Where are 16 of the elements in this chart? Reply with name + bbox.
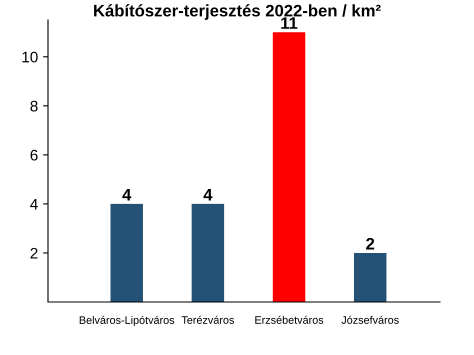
bar [272, 32, 306, 302]
y-tick-label: 4 [30, 198, 38, 210]
y-tick-label: 10 [22, 52, 38, 62]
bar [192, 204, 224, 302]
data-label: 2 [366, 238, 374, 250]
bar [354, 252, 386, 302]
data-label: 4 [204, 188, 212, 200]
y-tick-label: 8 [30, 100, 38, 112]
x-tick-label: Terézváros [182, 316, 234, 324]
y-tick-label: 2 [30, 248, 38, 258]
data-label: 4 [122, 188, 132, 200]
x-tick-label: Józsefváros [341, 316, 399, 324]
x-tick-label: Belváros-Lipótváros [80, 316, 174, 326]
x-tick-label: Erzsébetváros [255, 316, 324, 324]
bar [110, 204, 143, 302]
y-tick-label: 6 [30, 150, 38, 161]
